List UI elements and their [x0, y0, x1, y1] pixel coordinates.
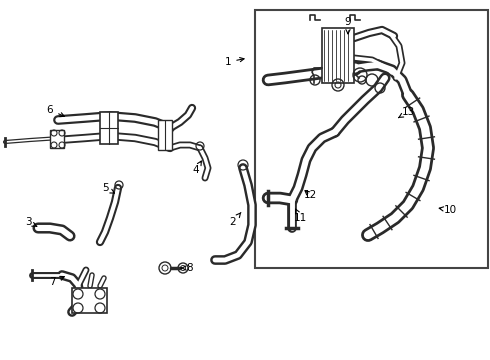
- Bar: [100, 112, 118, 144]
- Text: 1: 1: [225, 57, 244, 67]
- Bar: [158, 120, 172, 150]
- Text: 6: 6: [47, 105, 64, 117]
- Text: 7: 7: [49, 276, 64, 287]
- Text: 4: 4: [193, 161, 201, 175]
- Text: 10: 10: [439, 205, 457, 215]
- Text: 12: 12: [303, 190, 317, 200]
- Text: 11: 11: [294, 209, 307, 223]
- Bar: [255, 10, 488, 268]
- Text: 8: 8: [181, 263, 194, 273]
- Text: 13: 13: [398, 107, 415, 118]
- Bar: [322, 28, 354, 83]
- Bar: [50, 130, 64, 148]
- Text: 3: 3: [24, 217, 37, 227]
- Text: 5: 5: [102, 183, 115, 193]
- Text: 2: 2: [230, 212, 241, 227]
- Bar: [72, 288, 107, 313]
- Text: 9: 9: [344, 17, 351, 34]
